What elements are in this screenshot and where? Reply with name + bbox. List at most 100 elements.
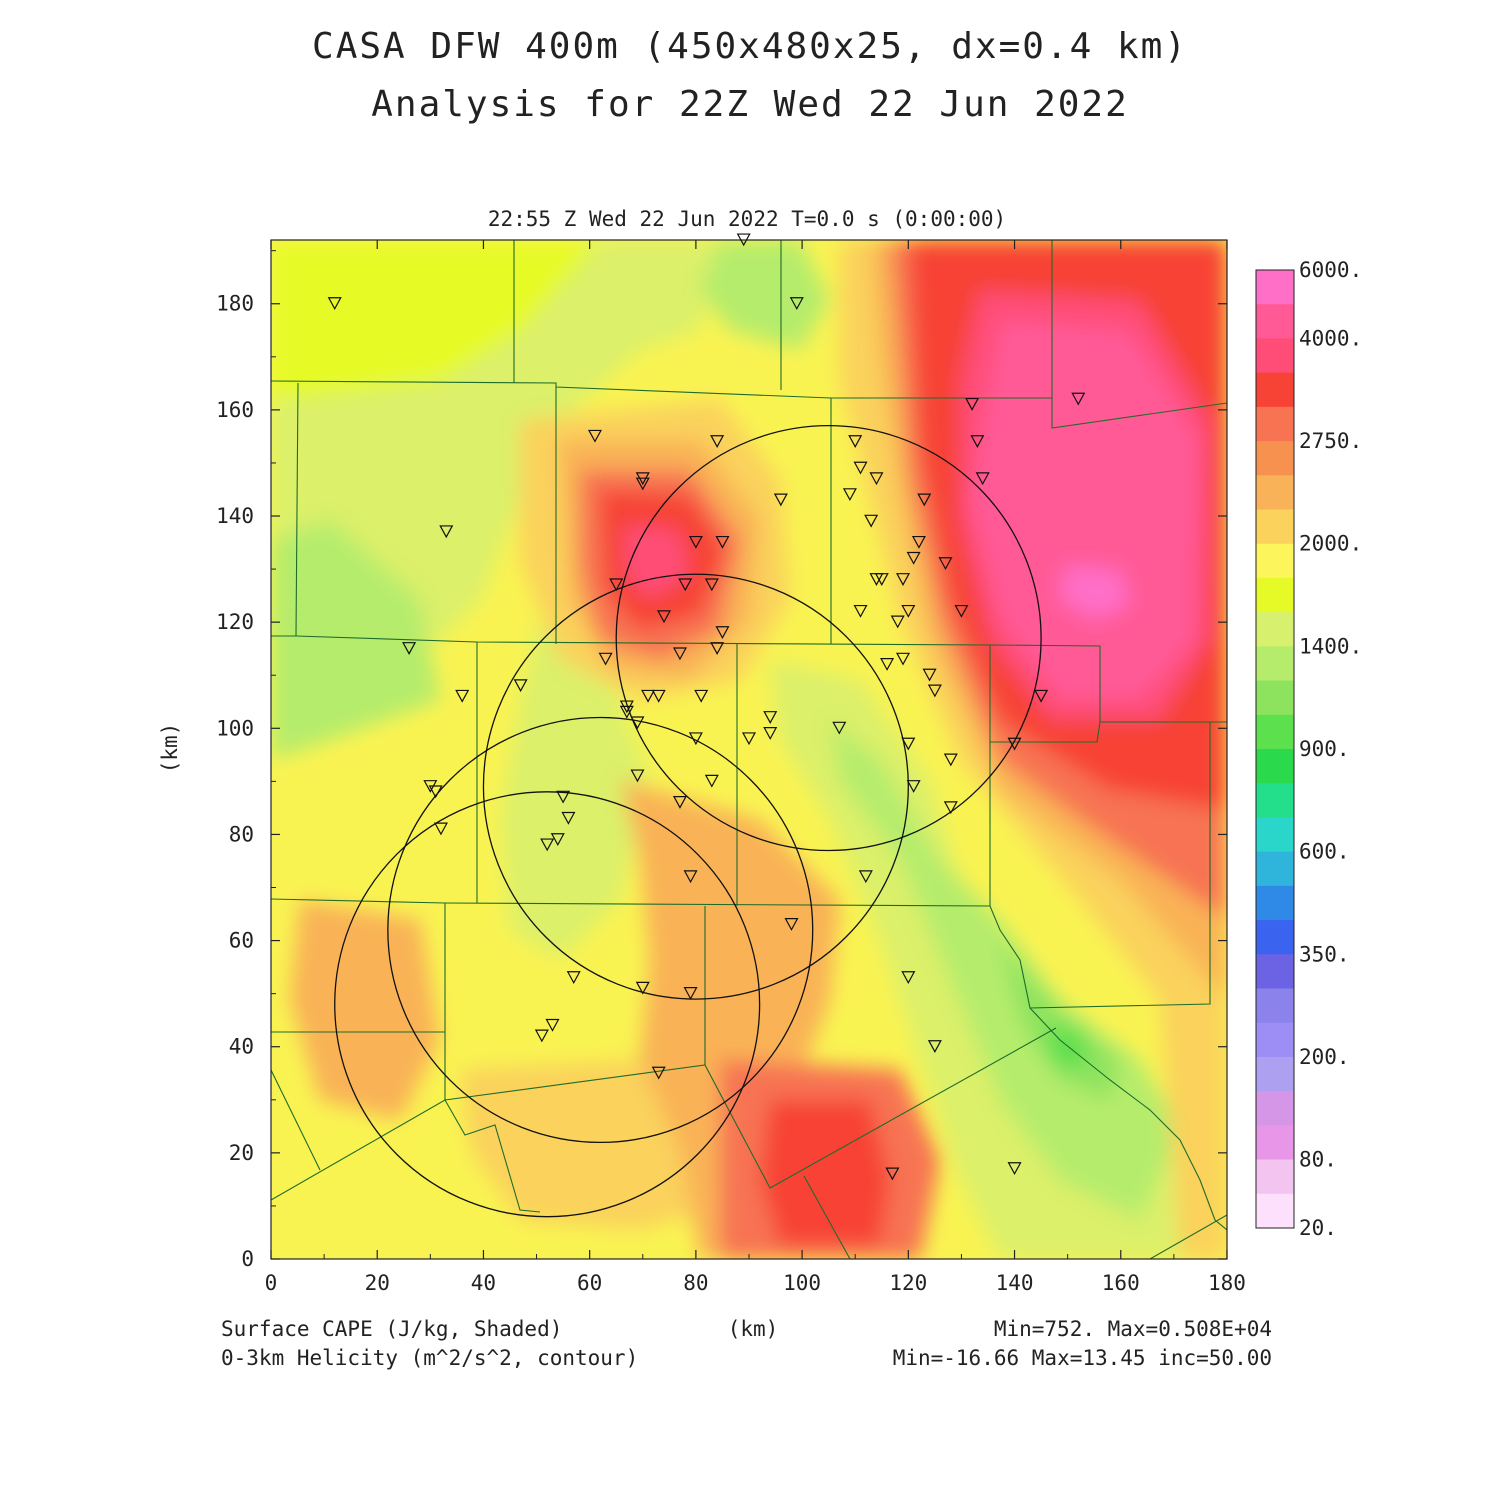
station-marker [901, 604, 916, 618]
station-marker [927, 684, 942, 698]
colorbar-swatch [1256, 1056, 1294, 1092]
station-marker [641, 689, 656, 703]
station-marker [880, 658, 895, 671]
x-tick-label: 20 [365, 1271, 390, 1295]
colorbar-label: 6000. [1299, 258, 1362, 282]
colorbar-swatch [1256, 783, 1294, 818]
station-marker [513, 679, 528, 693]
y-tick-label: 20 [229, 1141, 254, 1165]
colorbar [1255, 269, 1295, 1229]
observation-sites [327, 233, 1086, 1181]
colorbar-labels: 6000. 4000. 2750. 2000. 1400. 900. 600. 350. 200… [1299, 258, 1362, 1240]
colorbar-label: 4000. [1299, 326, 1362, 350]
cape-shading [271, 240, 1227, 1259]
station-marker [917, 493, 932, 507]
y-tick-label: 40 [229, 1035, 254, 1059]
colorbar-swatch [1256, 577, 1294, 613]
station-marker [672, 647, 687, 661]
station-marker [965, 397, 980, 411]
colorbar-label: 600. [1299, 840, 1350, 864]
station-marker [906, 780, 921, 793]
shaded-min-max: Min=752. Max=0.508E+04 [994, 1317, 1272, 1341]
colorbar-label: 200. [1299, 1045, 1350, 1069]
colorbar-swatch [1256, 270, 1294, 305]
y-tick-label: 80 [229, 822, 254, 846]
station-marker [901, 737, 916, 751]
station-marker [715, 626, 730, 640]
colorbar-swatch [1256, 954, 1294, 989]
colorbar-label: 80. [1299, 1148, 1337, 1172]
x-tick-label: 180 [1208, 1271, 1246, 1295]
x-tick-label: 120 [889, 1271, 927, 1295]
radar-range-ring [387, 716, 814, 1144]
station-marker [975, 472, 990, 486]
colorbar-label: 350. [1299, 942, 1350, 966]
station-marker [561, 811, 576, 825]
station-marker [540, 838, 555, 852]
station-marker [763, 727, 778, 740]
x-tick-label: 80 [683, 1271, 708, 1295]
station-marker [858, 870, 873, 884]
y-axis-label: (km) [158, 723, 182, 774]
station-marker [895, 573, 911, 586]
station-marker [455, 689, 470, 703]
station-marker [651, 1066, 666, 1080]
station-marker [901, 971, 916, 984]
station-marker [895, 652, 911, 666]
station-marker [885, 1167, 900, 1181]
map-title-line1: CASA DFW 400m (450x480x25, dx=0.4 km) [312, 26, 1188, 67]
colorbar-swatch [1256, 885, 1294, 921]
colorbar-label: 20. [1299, 1216, 1337, 1240]
station-marker [869, 472, 884, 486]
station-marker [635, 477, 650, 491]
station-marker [678, 578, 693, 592]
y-tick-label: 100 [216, 716, 254, 740]
radar-range-rings [334, 424, 1042, 1218]
colorbar-swatch [1256, 1091, 1294, 1126]
station-marker [789, 297, 804, 310]
y-tick-label: 160 [216, 398, 254, 422]
station-marker [609, 578, 624, 592]
station-marker [1007, 1162, 1022, 1176]
station-marker [688, 732, 703, 746]
colorbar-swatch [1256, 543, 1294, 579]
colorbar-swatch [1256, 646, 1294, 682]
colorbar-frame [1255, 269, 1295, 1229]
station-marker [433, 822, 448, 836]
station-marker [683, 987, 698, 1000]
station-marker [710, 435, 725, 448]
colorbar-swatch [1256, 1125, 1294, 1161]
radar-range-ring [615, 424, 1042, 852]
colorbar-label: 2000. [1299, 532, 1362, 556]
field-description-shaded: Surface CAPE (J/kg, Shaded) [221, 1317, 562, 1341]
y-tick-label: 140 [216, 504, 254, 528]
station-marker [534, 1029, 549, 1043]
station-marker [439, 525, 454, 539]
station-marker [736, 233, 751, 247]
colorbar-swatch [1256, 338, 1294, 374]
station-marker [1034, 689, 1049, 703]
colorbar-swatch [1256, 680, 1294, 716]
station-marker [556, 790, 571, 804]
colorbar-swatch [1256, 1193, 1294, 1229]
station-marker [874, 573, 889, 586]
colorbar-swatch [1256, 304, 1294, 339]
station-marker [943, 753, 958, 767]
station-marker [954, 604, 969, 618]
station-marker [1071, 392, 1086, 406]
colorbar-swatch [1256, 612, 1294, 647]
station-marker [1007, 737, 1022, 751]
colorbar-swatch [1256, 817, 1294, 853]
station-marker [853, 604, 868, 618]
county-boundaries [271, 240, 1227, 1259]
station-marker [704, 774, 719, 788]
station-marker [545, 1018, 560, 1032]
station-marker [630, 716, 645, 730]
y-tick-label: 60 [229, 929, 254, 953]
field-description-contour: 0-3km Helicity (m^2/s^2, contour) [221, 1346, 638, 1370]
colorbar-swatch [1256, 851, 1294, 887]
y-tick-label: 0 [241, 1247, 254, 1271]
colorbar-swatch [1256, 920, 1294, 955]
colorbar-swatch [1256, 406, 1294, 442]
station-marker [672, 795, 687, 809]
